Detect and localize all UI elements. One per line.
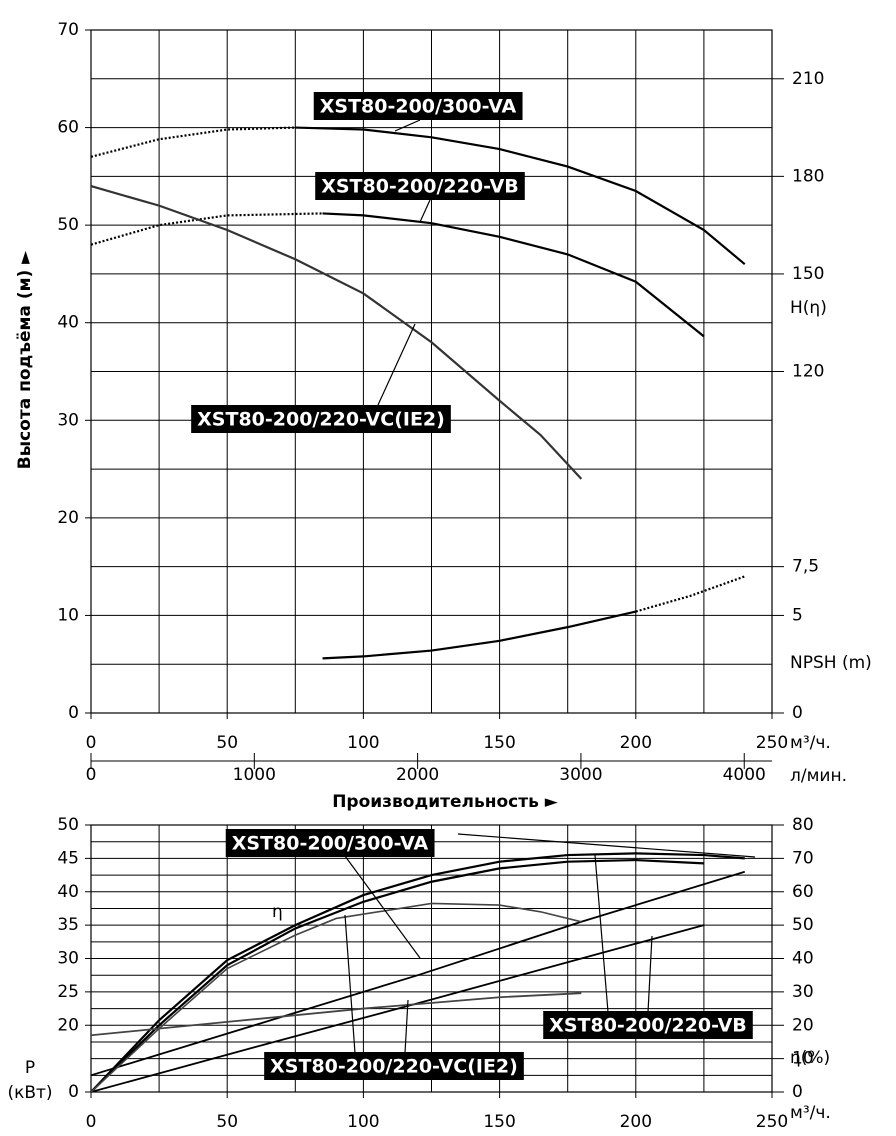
- y-tick-label: 70: [57, 20, 79, 40]
- y-tick-label: 50: [57, 215, 79, 235]
- y2-tick-label: 180: [792, 166, 824, 186]
- y-tick-label: 25: [57, 982, 79, 1002]
- x-tick-label: 150: [483, 1112, 515, 1132]
- curve-name: XST80-200/300-VA: [320, 96, 517, 118]
- curve: [635, 575, 746, 613]
- x-tick-label: 250: [756, 1112, 788, 1132]
- x2-unit: л/мин.: [790, 766, 847, 786]
- y-tick-label: 45: [57, 848, 79, 868]
- x2-tick-label: 2000: [396, 765, 439, 785]
- curve-name: XST80-200/220-VB: [321, 176, 519, 198]
- x-tick-label: 200: [620, 733, 652, 753]
- y2-label: H(η): [790, 298, 827, 318]
- curve: [90, 185, 583, 480]
- curve: [90, 852, 745, 1093]
- y-tick-label: 50: [57, 815, 79, 835]
- curve-name: XST80-200/220-VC(IE2): [197, 409, 445, 431]
- curve-name: XST80-200/300-VA: [232, 833, 429, 855]
- leader-line: [419, 199, 431, 223]
- leader-line: [647, 935, 653, 1013]
- y-tick-label: 40: [57, 882, 79, 902]
- x2-tick-label: 0: [86, 765, 97, 785]
- y-axis-label: (кВт): [7, 1083, 52, 1103]
- leader-line: [377, 323, 416, 406]
- leader-line: [404, 999, 409, 1054]
- y2-tick-label: 50: [792, 915, 814, 935]
- y-tick-label: 60: [57, 118, 79, 138]
- x-tick-label: 150: [483, 733, 515, 753]
- y2-tick-label: 60: [792, 882, 814, 902]
- curve: [295, 126, 746, 266]
- curve: [90, 870, 746, 1077]
- leader-line: [394, 119, 421, 132]
- y2-tick-label: 10: [792, 1049, 814, 1069]
- y2-label: η(%): [790, 1048, 830, 1068]
- x-unit: м³/ч.: [790, 1103, 831, 1123]
- curve: [322, 212, 705, 338]
- curve-name: XST80-200/220-VC(IE2): [270, 1056, 518, 1078]
- y-tick-label: 30: [57, 410, 79, 430]
- x-tick-label: 250: [756, 733, 788, 753]
- curve: [322, 610, 637, 660]
- y2-tick-label: 150: [792, 264, 824, 284]
- leader-line: [344, 855, 421, 959]
- y-axis-label: P: [25, 1058, 35, 1078]
- y-tick-label: 35: [57, 915, 79, 935]
- y2-tick-label: 80: [792, 815, 814, 835]
- name-box: [264, 1052, 524, 1080]
- y-axis-label: Высота подъёма (м) ►: [15, 250, 35, 469]
- y3-label: NPSH (m): [790, 653, 872, 673]
- x2-tick-label: 3000: [559, 765, 602, 785]
- curve-name: XST80-200/220-VB: [549, 1015, 747, 1037]
- y2-tick-label: 40: [792, 949, 814, 969]
- name-box: [191, 405, 451, 433]
- leader-line: [457, 833, 756, 858]
- y2-tick-label: 70: [792, 848, 814, 868]
- y-tick-label: 0: [68, 1082, 79, 1102]
- x-tick-label: 100: [347, 733, 379, 753]
- y-tick-label: 30: [57, 949, 79, 969]
- curve: [90, 902, 582, 1093]
- curve: [90, 858, 704, 1093]
- y2-tick-label: 7,5: [792, 557, 819, 577]
- x2-tick-label: 1000: [233, 765, 276, 785]
- y2-tick-label: 120: [792, 362, 824, 382]
- y2-tick-label: 0: [792, 1082, 803, 1102]
- eta-label: η: [272, 902, 283, 922]
- x-axis-label: Производительность ►: [332, 792, 559, 812]
- x-tick-label: 200: [620, 1112, 652, 1132]
- x-tick-label: 50: [216, 733, 238, 753]
- y-tick-label: 0: [68, 703, 79, 723]
- y-tick-label: 40: [57, 313, 79, 333]
- y2-tick-label: 5: [792, 605, 803, 625]
- y2-tick-label: 210: [792, 69, 824, 89]
- curve: [90, 212, 323, 246]
- name-box: [315, 172, 525, 200]
- leader-line: [594, 854, 609, 1013]
- name-box: [225, 829, 435, 857]
- x-unit: м³/ч.: [790, 733, 831, 753]
- y-tick-label: 10: [57, 605, 79, 625]
- x-tick-label: 0: [86, 1112, 97, 1132]
- x-tick-label: 100: [347, 1112, 379, 1132]
- x-tick-label: 0: [86, 733, 97, 753]
- y2-tick-label: 20: [792, 1015, 814, 1035]
- x2-tick-label: 4000: [723, 765, 766, 785]
- curve: [90, 126, 296, 158]
- name-box: [313, 92, 523, 120]
- y2-tick-label: 0: [792, 703, 803, 723]
- y-tick-label: 20: [57, 1015, 79, 1035]
- x-tick-label: 50: [216, 1112, 238, 1132]
- leader-line: [344, 914, 356, 1054]
- y-tick-label: 20: [57, 508, 79, 528]
- name-box: [543, 1011, 753, 1039]
- curve: [90, 992, 582, 1037]
- y2-tick-label: 30: [792, 982, 814, 1002]
